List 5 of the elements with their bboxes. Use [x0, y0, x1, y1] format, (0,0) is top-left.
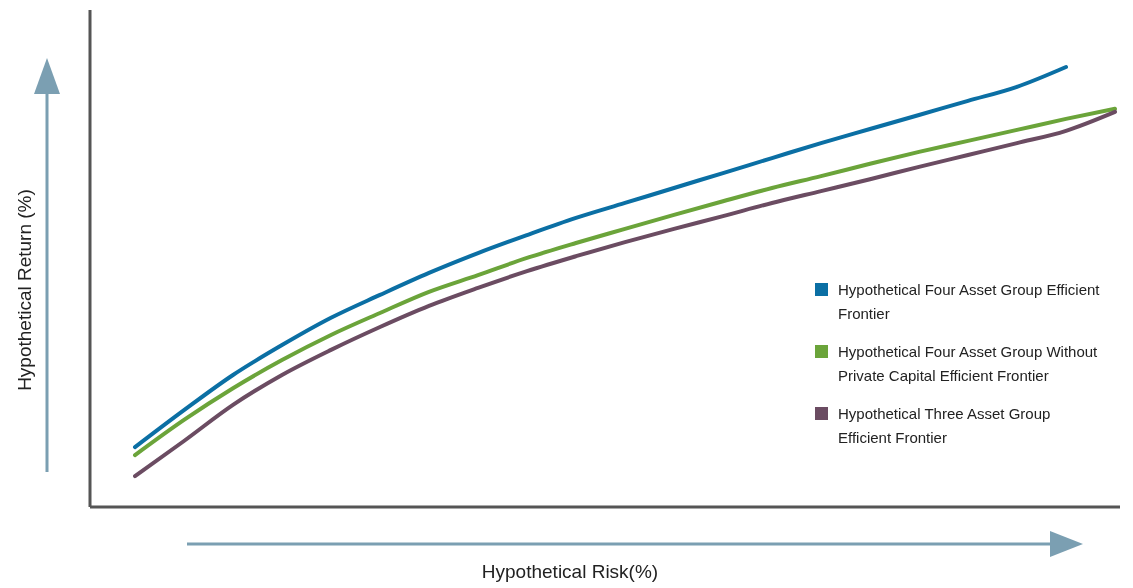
legend-label: Hypothetical Three Asset Group Efficient Frontier [838, 404, 1052, 448]
legend-label: Hypothetical Four Asset Group Efficient Frontier [838, 280, 1101, 324]
x-axis-title: Hypothetical Risk(%) [481, 561, 659, 583]
legend-label: Hypothetical Four Asset Group Without Private Capital Efficient Frontier [838, 342, 1099, 386]
y-axis-title: Hypothetical Return (%) [14, 189, 36, 391]
